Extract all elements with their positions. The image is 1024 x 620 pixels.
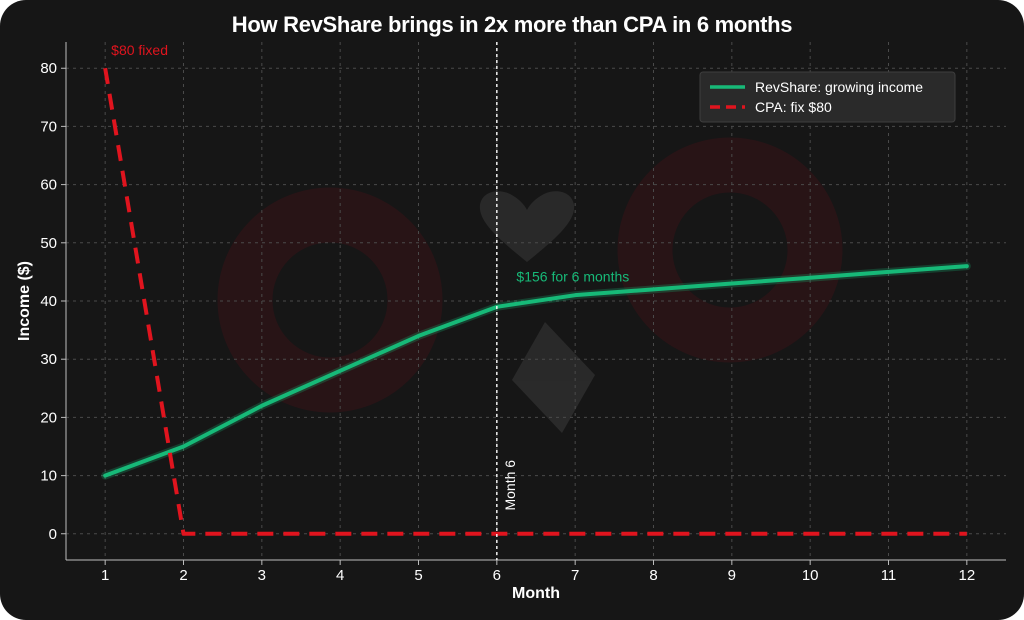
- watermark-ring-left: [217, 187, 443, 413]
- diamond-icon: [512, 322, 595, 433]
- y-tick-label: 50: [40, 235, 57, 252]
- y-tick-label: 10: [40, 468, 57, 485]
- revshare-total-annotation: $156 for 6 months: [516, 269, 629, 285]
- x-tick-label: 3: [258, 567, 266, 584]
- x-tick-label: 1: [101, 567, 109, 584]
- y-axis-label: Income ($): [16, 261, 33, 341]
- background-watermark: [217, 137, 843, 433]
- y-tick-label: 20: [40, 409, 57, 426]
- y-tick-label: 70: [40, 118, 57, 135]
- y-tick-label: 60: [40, 177, 57, 194]
- legend-label-cpa: CPA: fix $80: [755, 99, 832, 115]
- month-6-label: Month 6: [502, 460, 518, 511]
- x-tick-label: 2: [179, 567, 187, 584]
- chart-annotations: Month 6 $80 fixed $156 for 6 months: [111, 42, 629, 560]
- x-tick-label: 5: [414, 567, 422, 584]
- x-tick-label: 6: [493, 567, 501, 584]
- x-tick-label: 12: [958, 567, 975, 584]
- chart-legend: RevShare: growing income CPA: fix $80: [699, 71, 956, 123]
- x-tick-label: 7: [571, 567, 579, 584]
- x-tick-label: 4: [336, 567, 344, 584]
- x-axis-label: Month: [512, 585, 560, 602]
- x-tick-label: 10: [802, 567, 819, 584]
- y-tick-label: 80: [40, 60, 57, 77]
- x-tick-label: 8: [649, 567, 657, 584]
- series-line-revshare: [103, 264, 969, 478]
- chart-title: How RevShare brings in 2x more than CPA …: [231, 12, 793, 37]
- legend-box: [699, 71, 956, 123]
- x-tick-label: 11: [881, 567, 897, 584]
- heart-icon: [479, 191, 575, 262]
- y-tick-label: 0: [49, 526, 57, 543]
- y-tick-label: 40: [40, 293, 57, 310]
- chart-axes: 1 2 3 4 5 6 7 8 9 10 11 1201020304050607080MonthInc…: [16, 42, 1006, 602]
- series-layer: [101, 67, 971, 536]
- x-tick-label: 9: [728, 567, 736, 584]
- legend-label-revshare: RevShare: growing income: [755, 79, 923, 95]
- y-tick-label: 30: [40, 351, 57, 368]
- cpa-fixed-annotation: $80 fixed: [111, 42, 168, 58]
- watermark-ring-right: [617, 137, 843, 363]
